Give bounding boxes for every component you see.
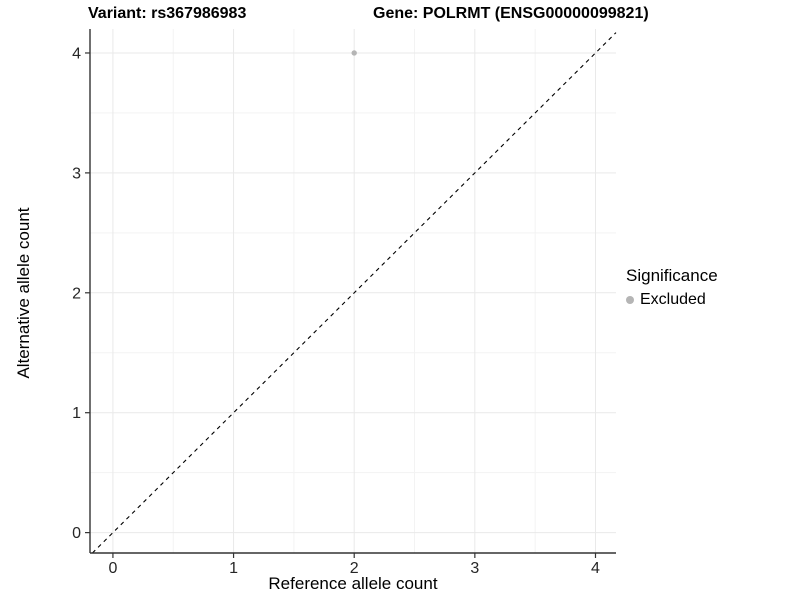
data-point	[351, 50, 357, 56]
data-points	[351, 50, 357, 56]
x-axis-title: Reference allele count	[268, 574, 438, 593]
y-tick-label: 0	[72, 525, 81, 542]
x-tick-label: 0	[108, 560, 117, 577]
excluded-marker-icon	[626, 296, 634, 304]
y-tick-label: 1	[72, 405, 81, 422]
tick-marks	[85, 52, 597, 558]
x-tick-labels: 0 1 2 3 4	[108, 560, 600, 577]
plot-title-gene: Gene: POLRMT (ENSG00000099821)	[373, 5, 649, 22]
legend-item-excluded: Excluded	[626, 291, 718, 309]
minor-gridlines	[90, 29, 616, 553]
legend-item-label: Excluded	[640, 291, 706, 308]
x-tick-label: 1	[229, 560, 238, 577]
reference-line-group	[92, 32, 617, 554]
axis-lines	[89, 29, 616, 554]
major-gridlines	[90, 29, 616, 553]
legend-title: Significance	[626, 266, 718, 285]
legend: Significance Excluded	[626, 266, 718, 309]
y-axis-title: Alternative allele count	[14, 207, 33, 379]
x-tick-label: 3	[470, 560, 479, 577]
y-tick-label: 4	[72, 45, 81, 62]
y-tick-labels: 0 1 2 3 4	[72, 45, 81, 542]
y-tick-label: 3	[72, 165, 81, 182]
x-tick-label: 4	[591, 560, 600, 577]
y-tick-label: 2	[72, 285, 81, 302]
identity-reference-line	[92, 32, 617, 554]
x-tick-label: 2	[350, 560, 359, 577]
plot-title-variant: Variant: rs367986983	[88, 5, 247, 22]
